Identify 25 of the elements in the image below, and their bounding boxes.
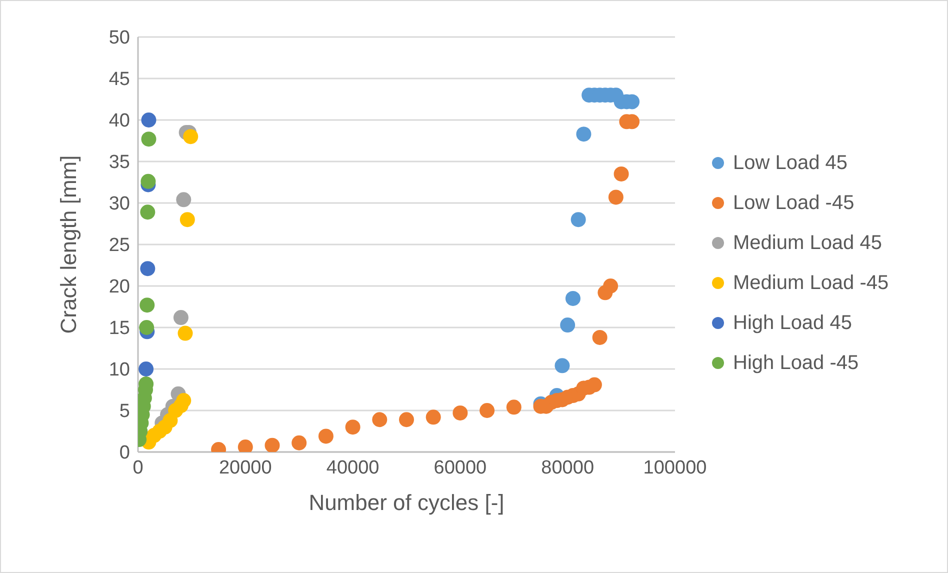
y-tick-label: 40 <box>108 110 130 132</box>
y-tick-label: 20 <box>108 276 130 298</box>
x-tick-label: 20000 <box>218 457 272 478</box>
legend-label: High Load -45 <box>733 352 859 374</box>
y-tick-label: 50 <box>108 28 130 49</box>
y-axis-title: Crack length [mm] <box>56 155 81 334</box>
y-tick-label: 0 <box>119 442 130 464</box>
x-tick-label: 80000 <box>541 457 594 478</box>
x-tick-label: 40000 <box>326 457 380 478</box>
y-tick-label: 35 <box>108 152 130 174</box>
y-tick-label: 45 <box>108 69 130 90</box>
y-tick-label: 15 <box>108 318 130 340</box>
x-tick-label: 60000 <box>434 457 487 478</box>
y-tick-label: 10 <box>108 360 130 381</box>
x-axis-title: Number of cycles [-] <box>308 490 504 515</box>
y-tick-label: 30 <box>108 194 130 215</box>
legend-label: Low Load 45 <box>733 152 848 174</box>
y-tick-label: 25 <box>108 235 130 256</box>
x-tick-label: 100000 <box>643 457 707 478</box>
y-tick-label: 5 <box>119 401 130 422</box>
legend-label: High Load 45 <box>733 312 852 334</box>
legend-label: Medium Load -45 <box>733 272 889 294</box>
legend-label: Medium Load 45 <box>733 232 882 254</box>
x-tick-label: 0 <box>132 457 144 478</box>
legend-label: Low Load -45 <box>733 192 854 214</box>
